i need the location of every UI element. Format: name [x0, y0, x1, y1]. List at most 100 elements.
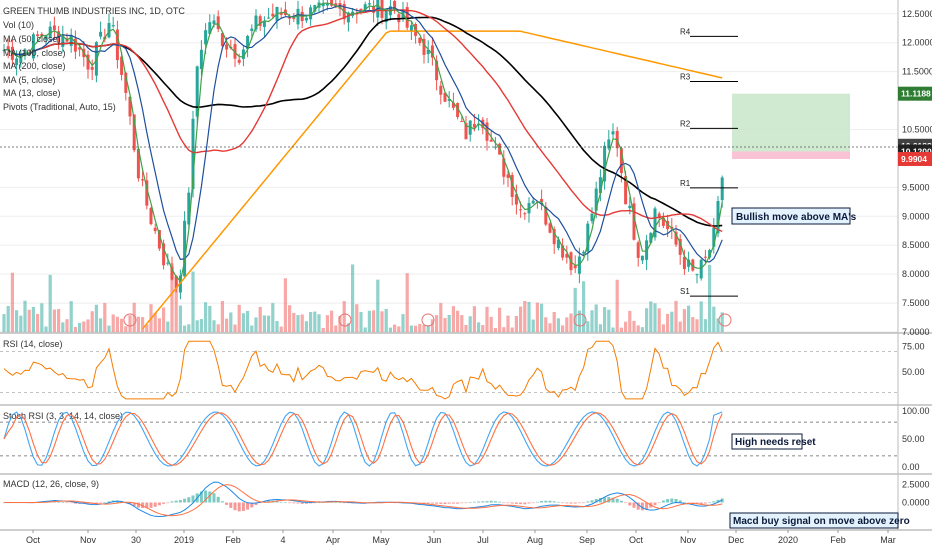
macd-bar [170, 501, 174, 503]
volume-bar [23, 300, 27, 332]
volume-bar [632, 320, 636, 332]
volume-bar [598, 324, 602, 332]
volume-bar [556, 318, 560, 332]
macd-bar [674, 498, 678, 503]
volume-bar [317, 314, 321, 332]
legend-item: MA (200, close) [3, 61, 66, 71]
price-tick-label: 10.5000 [902, 125, 932, 135]
macd-bar [552, 501, 556, 503]
candle-body [296, 8, 300, 25]
macd-bar [502, 502, 506, 504]
volume-bar [619, 327, 623, 332]
volume-bar [489, 316, 493, 332]
candle-body [598, 177, 602, 194]
volume-bar [174, 277, 178, 332]
price-tick-label: 7.0000 [902, 327, 930, 337]
candle-body [141, 179, 145, 181]
price-axis[interactable]: 12.5000 12.0000 11.5000 10.5000 9.5000 9.0000… [902, 9, 932, 337]
volume-bar [670, 311, 674, 332]
candle-body [531, 200, 535, 204]
volume-bar [561, 325, 565, 332]
macd-bar [716, 499, 720, 503]
stoch-k-line [3, 411, 723, 467]
volume-bar [157, 318, 161, 332]
candle-body [279, 12, 283, 15]
time-axis[interactable]: Oct Nov 30 2019 Feb 4 Apr May Jun Jul Aug Sep Oct Nov… [26, 530, 896, 545]
macd-bar [296, 502, 300, 504]
candle-body [330, 0, 334, 6]
pivot-label: R2 [680, 119, 691, 128]
volume-bar [666, 313, 670, 332]
macd-bar [65, 502, 69, 504]
indicator-tick-label: 0.00 [902, 462, 920, 472]
volume-bar [6, 305, 10, 332]
volume-bar [678, 321, 682, 332]
ma5-line [3, 2, 723, 283]
candle-body [6, 46, 10, 50]
candle-body [590, 213, 594, 222]
macd-bar [561, 502, 565, 504]
volume-bar [367, 310, 371, 332]
price-candles [2, 0, 724, 300]
volume-bar [246, 310, 250, 332]
volume-bar [355, 304, 359, 332]
macd-bar [640, 502, 644, 511]
time-tick-label: Jul [477, 535, 489, 545]
volume-bar [195, 320, 199, 332]
candle-body [649, 232, 653, 243]
macd-bar [708, 502, 712, 504]
volume-bar [628, 310, 632, 332]
macd-bar [582, 502, 586, 504]
price-tick-label: 8.0000 [902, 269, 930, 279]
macd-bar [636, 502, 640, 510]
macd-bar [678, 500, 682, 503]
candle-body [321, 2, 325, 7]
macd-bar [275, 500, 279, 503]
macd-bar [703, 502, 707, 504]
macd-bar [267, 500, 271, 503]
ma50-line [28, 9, 723, 233]
event-markers [123, 313, 732, 327]
candle-body [363, 4, 367, 10]
candle-body [237, 59, 241, 63]
volume-bar [577, 310, 581, 332]
volume-bar [225, 318, 229, 332]
volume-bar [229, 312, 233, 332]
macd-bar [254, 502, 258, 505]
volume-bar [48, 274, 52, 332]
volume-bar [267, 315, 271, 332]
volume-bar [103, 302, 107, 332]
macd-bar [439, 502, 443, 504]
candle-body [153, 227, 157, 232]
volume-bar [531, 319, 535, 332]
volume-bar [708, 264, 712, 332]
volume-bar [288, 305, 292, 332]
candle-body [157, 230, 161, 249]
macd-bar [317, 502, 321, 504]
volume-bar [657, 308, 661, 332]
macd-pane: MACD (12, 26, close, 9) Macd buy signal … [2, 479, 910, 529]
macd-bar [657, 502, 661, 504]
volume-bar [615, 279, 619, 332]
indicator-tick-label: 100.00 [902, 406, 930, 416]
candle-body [2, 49, 6, 51]
time-tick-label: Jun [427, 535, 442, 545]
volume-bar [481, 325, 485, 332]
volume-bar [82, 321, 86, 332]
macd-bar [653, 502, 657, 506]
legend-item: Vol (10) [3, 20, 34, 30]
macd-bar [334, 502, 338, 503]
macd-bar [149, 502, 153, 508]
candle-body [418, 37, 422, 44]
candle-body [661, 217, 665, 226]
time-tick-label: Feb [225, 535, 241, 545]
candle-body [120, 56, 124, 75]
macd-bar [321, 502, 325, 503]
time-tick-label: Dec [728, 535, 745, 545]
candle-body [619, 148, 623, 174]
macd-bar [619, 500, 623, 503]
candle-body [451, 102, 455, 108]
volume-bar [250, 325, 254, 332]
candle-body [544, 206, 548, 225]
